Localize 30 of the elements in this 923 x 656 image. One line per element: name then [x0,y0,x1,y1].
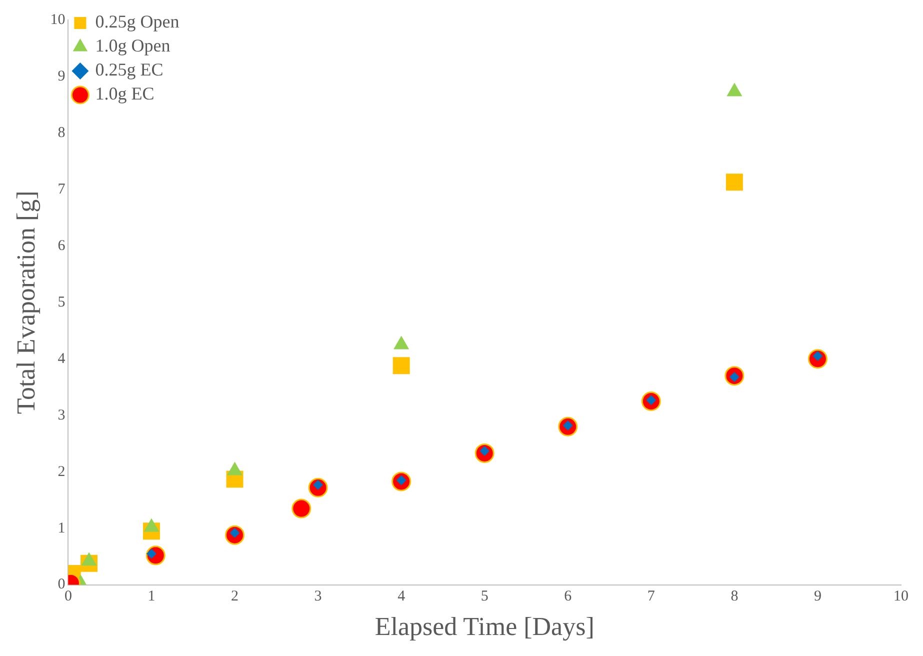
y-tick-label: 2 [58,464,66,480]
point [726,174,743,191]
y-tick-label: 3 [58,407,66,424]
point [292,498,312,518]
x-tick-label: 7 [647,588,656,605]
x-tick-label: 9 [814,588,822,605]
x-tick-label: 1 [148,588,156,605]
legend-label: 0.25g EC [95,60,164,80]
legend-label: 1.0g EC [95,84,154,104]
y-tick-label: 8 [58,124,66,141]
x-tick-label: 10 [894,588,908,605]
legend-label: 1.0g Open [95,36,170,56]
x-axis-title: Elapsed Time [Days] [374,612,594,642]
y-tick-label: 0 [58,576,66,593]
y-axis-title: Total Evaporation [g] [11,190,40,414]
y-tick-label: 1 [58,520,66,536]
y-tick-label: 10 [50,12,66,28]
legend-label: 0.25g Open [95,12,180,32]
y-tick-label: 4 [58,350,66,367]
x-tick-label: 8 [730,588,738,605]
x-tick-label: 5 [480,588,488,605]
y-tick-label: 5 [58,294,66,310]
point [392,357,410,374]
x-tick-label: 2 [231,588,239,605]
x-tick-label: 3 [314,588,322,605]
y-tick-label: 9 [58,68,66,84]
y-tick-label: 7 [58,181,66,198]
x-tick-label: 6 [564,588,572,605]
y-tick-label: 6 [58,238,66,254]
x-tick-label: 4 [398,588,406,605]
